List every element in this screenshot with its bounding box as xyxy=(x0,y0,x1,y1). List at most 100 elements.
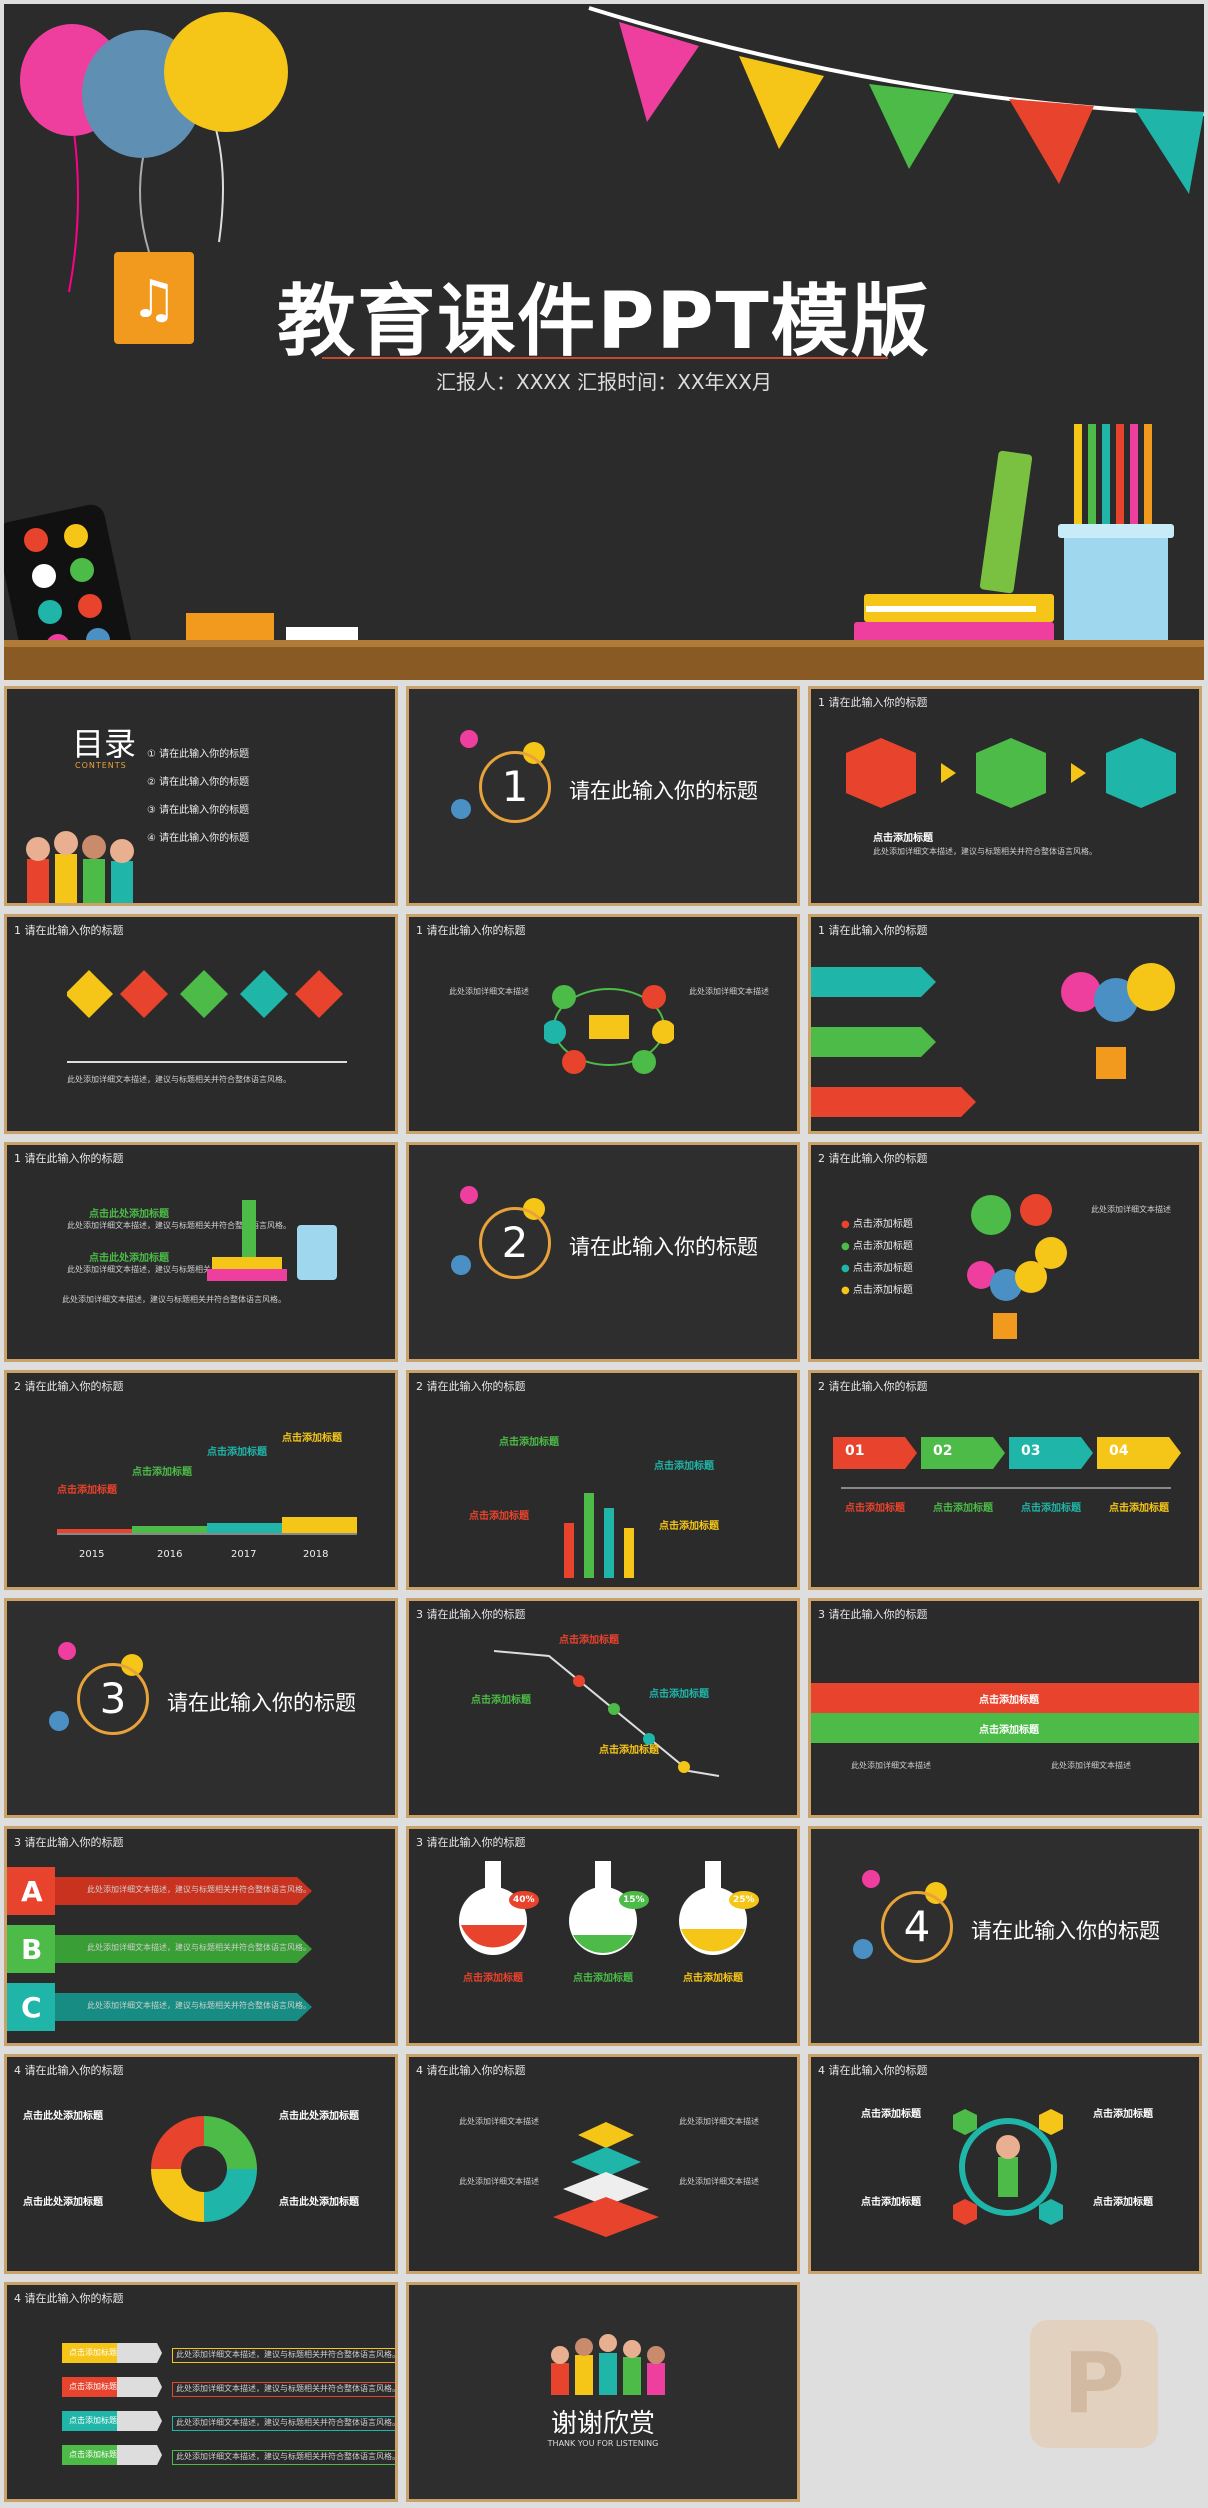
books-cup-icon xyxy=(207,1200,337,1281)
slide-header: 4 请在此输入你的标题 xyxy=(818,2064,928,2077)
slide-books[interactable]: 1 请在此输入你的标题 点击此处添加标题 此处添加详细文本描述，建议与标题相关并… xyxy=(4,1142,398,1362)
layer-text-4: 此处添加详细文本描述 xyxy=(679,2177,759,2186)
slide-balloon-list[interactable]: 2 请在此输入你的标题 ● 点击添加标题 ● 点击添加标题 ● 点击添加标题 ●… xyxy=(808,1142,1202,1362)
slide-tag-list[interactable]: 4 请在此输入你的标题 点击添加标题 点击添加标题 点击添加标题 点击添加标题 … xyxy=(4,2282,398,2502)
section-number-3: 3 xyxy=(77,1663,149,1735)
slide-cycle[interactable]: 4 请在此输入你的标题 点击此处添加标题 点击此处添加标题 点击此处添加标题 点… xyxy=(4,2054,398,2274)
tag-title-4: 点击添加标题 xyxy=(69,2450,117,2459)
timeline-bars xyxy=(57,1517,357,1535)
slide-header: 2 请在此输入你的标题 xyxy=(416,1380,526,1393)
cover-title: 教育课件PPT模版 xyxy=(277,277,931,367)
layer-text-2: 此处添加详细文本描述 xyxy=(679,2117,759,2126)
hand-circle-icon xyxy=(953,2109,1063,2225)
cycle-title-4: 点击此处添加标题 xyxy=(279,2197,359,2208)
toc-item-1[interactable]: ① 请在此输入你的标题 xyxy=(147,749,250,760)
paint-palette-icon xyxy=(4,504,133,679)
arrow-label-1: 01 xyxy=(845,1443,865,1459)
hexagon-process-icon xyxy=(846,738,1176,808)
timeline-title-1: 点击添加标题 xyxy=(57,1485,117,1496)
svg-text:♫: ♫ xyxy=(131,270,178,330)
click-title: 点击添加标题 xyxy=(873,833,933,844)
slide-header: 2 请在此输入你的标题 xyxy=(818,1380,928,1393)
flask-title-2: 点击添加标题 xyxy=(573,1973,633,1984)
slide-diamonds[interactable]: 1 请在此输入你的标题 此处添加详细文本描述，建议与标题相关并符合整体语言风格。 xyxy=(4,914,398,1134)
step-title-1: 点击添加标题 xyxy=(845,1503,905,1514)
section-balloons-icon xyxy=(451,730,545,819)
timeline-title-3: 点击添加标题 xyxy=(207,1447,267,1458)
slide-header: 3 请在此输入你的标题 xyxy=(416,1836,526,1849)
toc-subtitle: CONTENTS xyxy=(75,761,127,770)
timeline-title-4: 点击添加标题 xyxy=(282,1433,342,1444)
slide-year-timeline[interactable]: 2 请在此输入你的标题 点击添加标题 点击添加标题 点击添加标题 点击添加标题 … xyxy=(4,1370,398,1590)
slide-pencils[interactable]: 2 请在此输入你的标题 点击添加标题 点击添加标题 点击添加标题 点击添加标题 xyxy=(406,1370,800,1590)
toc-item-2[interactable]: ② 请在此输入你的标题 xyxy=(147,777,250,788)
slide-banner-hands[interactable]: 3 请在此输入你的标题 点击添加标题 点击添加标题 此处添加详细文本描述 此处添… xyxy=(808,1598,1202,1818)
slide-thanks[interactable]: 谢谢欣赏 THANK YOU FOR LISTENING xyxy=(406,2282,800,2502)
bunting-flags-icon xyxy=(588,6,1204,194)
slide-header: 2 请在此输入你的标题 xyxy=(818,1152,928,1165)
hex-title-2: 点击添加标题 xyxy=(1093,2109,1153,2120)
slide-arrows[interactable]: 2 请在此输入你的标题 01 02 03 04 点击添加标题 点击添加标题 点击… xyxy=(808,1370,1202,1590)
balloon-cluster-icon xyxy=(967,1194,1067,1339)
percent-1: 40% xyxy=(509,1891,539,1909)
title-rule xyxy=(322,357,888,359)
balloons-icon: ♫ xyxy=(20,12,288,344)
diamond-icons xyxy=(67,969,344,1019)
tag-text-1: 此处添加详细文本描述，建议与标题相关并符合整体语言风格。 xyxy=(172,2348,395,2363)
slide-header: 1 请在此输入你的标题 xyxy=(416,924,526,937)
year-2015: 2015 xyxy=(79,1549,105,1560)
toc-item-4[interactable]: ④ 请在此输入你的标题 xyxy=(147,833,250,844)
year-2017: 2017 xyxy=(231,1549,257,1560)
slide-header: 2 请在此输入你的标题 xyxy=(14,1380,124,1393)
icon-ring xyxy=(544,985,674,1074)
diag-title-1: 点击添加标题 xyxy=(559,1635,619,1646)
slide-abc[interactable]: 3 请在此输入你的标题 A B C 此处添加详细文本描述，建议与标题相关并符合整… xyxy=(4,1826,398,2046)
eraser-icon xyxy=(186,613,358,641)
cover-slide[interactable]: ♫ 教育课件PPT模版 汇报人：XXXX 汇报时间：XX年XX月 xyxy=(4,4,1204,680)
slide-section-2[interactable]: 2 请在此输入你的标题 xyxy=(406,1142,800,1362)
pencil-title-3: 点击添加标题 xyxy=(469,1511,529,1522)
percent-3: 25% xyxy=(729,1891,759,1909)
section-title-1: 请在此输入你的标题 xyxy=(569,779,758,803)
step-title-3: 点击添加标题 xyxy=(1021,1503,1081,1514)
layer-text-3: 此处添加详细文本描述 xyxy=(459,2177,539,2186)
divider-line xyxy=(67,1061,347,1063)
section-number-4: 4 xyxy=(881,1891,953,1963)
list-item-2: ● 点击添加标题 xyxy=(841,1241,913,1252)
tag-title-2: 点击添加标题 xyxy=(69,2382,117,2391)
slide-header: 3 请在此输入你的标题 xyxy=(416,1608,526,1621)
tag-title-1: 点击添加标题 xyxy=(69,2348,117,2357)
slide-layers[interactable]: 4 请在此输入你的标题 此处添加详细文本描述 此处添加详细文本描述 此处添加详细… xyxy=(406,2054,800,2274)
tag-text-3: 此处添加详细文本描述，建议与标题相关并符合整体语言风格。 xyxy=(172,2416,395,2431)
wooden-shelf xyxy=(4,640,1204,680)
diag-title-4: 点击添加标题 xyxy=(599,1745,659,1756)
slide-toc[interactable]: 目录 CONTENTS ① 请在此输入你的标题 ② 请在此输入你的标题 ③ 请在… xyxy=(4,686,398,906)
timeline-title-2: 点击添加标题 xyxy=(132,1467,192,1478)
section-number-2: 2 xyxy=(479,1207,551,1279)
slide-diagonal-timeline[interactable]: 3 请在此输入你的标题 点击添加标题 点击添加标题 点击添加标题 点击添加标题 xyxy=(406,1598,800,1818)
cycle-title-1: 点击此处添加标题 xyxy=(23,2111,103,2122)
tag-text-4: 此处添加详细文本描述，建议与标题相关并符合整体语言风格。 xyxy=(172,2450,395,2465)
slide-header: 1 请在此输入你的标题 xyxy=(14,1152,124,1165)
slide-section-3[interactable]: 3 请在此输入你的标题 xyxy=(4,1598,398,1818)
plane-arrows-icon xyxy=(811,967,976,1117)
slide-flasks[interactable]: 3 请在此输入你的标题 40% 15% 25% 点击添加标题 点击添加标题 点击… xyxy=(406,1826,800,2046)
slide-hex-circle[interactable]: 4 请在此输入你的标题 点击添加标题 点击添加标题 点击添加标题 点击添加标题 xyxy=(808,2054,1202,2274)
red-banner xyxy=(811,1683,1199,1713)
tag-text-2: 此处添加详细文本描述，建议与标题相关并符合整体语言风格。 xyxy=(172,2382,395,2397)
slide-section-4[interactable]: 4 请在此输入你的标题 xyxy=(808,1826,1202,2046)
slide-section-1[interactable]: 1 请在此输入你的标题 xyxy=(406,686,800,906)
raised-hands-icon xyxy=(26,831,134,903)
body-text: 此处添加详细文本描述，建议与标题相关并符合整体语言风格。 xyxy=(873,847,1097,856)
slide-icon-ring[interactable]: 1 请在此输入你的标题 此处添加详细文本描述 此处添加详细文本描述 xyxy=(406,914,800,1134)
hex-title-3: 点击添加标题 xyxy=(861,2197,921,2208)
step-title-4: 点击添加标题 xyxy=(1109,1503,1169,1514)
slide-planes[interactable]: 1 请在此输入你的标题 xyxy=(808,914,1202,1134)
letter-c: C xyxy=(21,1991,42,2024)
toc-item-3[interactable]: ③ 请在此输入你的标题 xyxy=(147,805,250,816)
pencil-title-1: 点击添加标题 xyxy=(499,1437,559,1448)
slide-process-hexagons[interactable]: 1 请在此输入你的标题 点击添加标题 此处添加详细文本描述，建议与标题相关并符合… xyxy=(808,686,1202,906)
slide-header: 3 请在此输入你的标题 xyxy=(14,1836,124,1849)
arrow-label-3: 03 xyxy=(1021,1443,1041,1459)
body-text-left: 此处添加详细文本描述 xyxy=(851,1761,931,1770)
